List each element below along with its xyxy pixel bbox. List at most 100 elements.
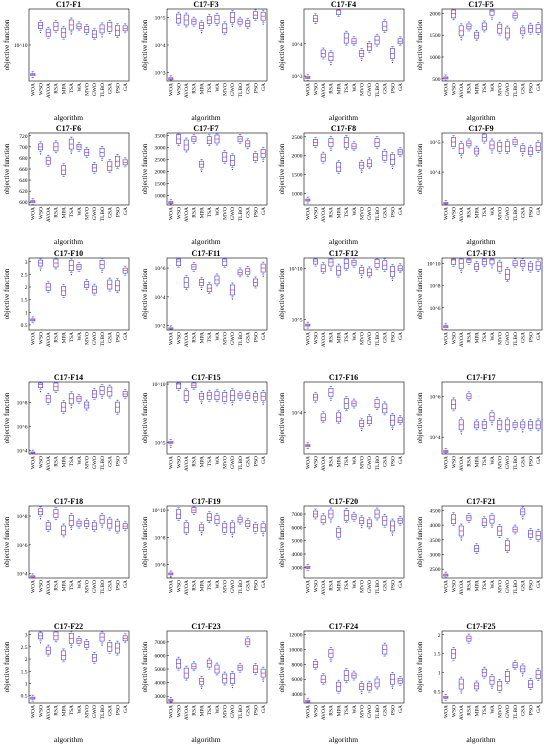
box-rsa — [466, 513, 471, 523]
box-tsa — [206, 657, 212, 669]
x-tick-label: MPA — [61, 704, 67, 715]
box-ga — [260, 666, 266, 682]
box-plot-svg: 10^4 10^6 10^8 WOA WSO AVOA RSA MPA TSA WA MVO GWO T… — [17, 381, 130, 471]
chart-title: C17-F23 — [191, 621, 221, 631]
x-tick-label: AVOA — [46, 83, 52, 98]
box-avoa — [320, 262, 326, 274]
box-gwo — [91, 162, 97, 174]
x-tick-label: WOA — [31, 332, 37, 345]
box-mpa — [61, 163, 67, 178]
box-wa — [76, 393, 82, 404]
box-pso — [527, 145, 533, 158]
x-tick-label: TSA — [482, 580, 488, 590]
box-wa — [76, 142, 82, 152]
box-pso — [252, 276, 258, 288]
box-pso — [115, 640, 120, 655]
x-tick-label: GWO — [367, 456, 373, 469]
box-gsa — [382, 258, 388, 272]
x-tick-label: GA — [260, 580, 266, 588]
x-tick-label: GA — [535, 580, 541, 588]
box-avoa — [183, 665, 189, 680]
x-tick-label: GA — [260, 704, 266, 712]
x-tick-label: AVOA — [321, 83, 327, 98]
x-tick-label: TSA — [69, 332, 75, 342]
box-plot-svg: 1000 1500 2000 2500 3000 3500 WOA WSO AVOA RSA MPA… — [154, 132, 267, 222]
x-axis-label: algorithm — [466, 113, 496, 122]
box-gwo — [366, 41, 372, 53]
y-tick-label: 10^4 — [154, 43, 165, 49]
x-tick-label: RSA — [466, 332, 472, 343]
x-tick-label: GWO — [505, 332, 511, 345]
x-tick-label: GA — [535, 207, 541, 215]
y-tick-label: 7000 — [154, 639, 165, 645]
x-tick-label: GWO — [367, 207, 373, 220]
box-tsa — [481, 20, 487, 33]
box-mvo — [84, 399, 90, 411]
y-tick-label: 10^6 — [154, 563, 165, 569]
chart-panel-c17-f21: C17-F21 objective function 2500 3000 3500 400… — [413, 497, 550, 621]
box-wa — [489, 9, 494, 20]
box-gwo — [504, 25, 510, 41]
x-tick-label: MVO — [497, 580, 503, 593]
box-pso — [527, 418, 533, 431]
box-mpa — [61, 283, 67, 298]
y-tick-label: 2500 — [429, 567, 440, 573]
box-avoa — [45, 155, 51, 167]
chart-panel-c17-f9: C17-F9 objective function algorithm 10^4 10^… — [413, 124, 550, 248]
box-wso — [313, 257, 318, 266]
y-tick-label: 0.5 — [433, 689, 440, 695]
x-tick-label: MVO — [222, 83, 228, 96]
x-axis-label: algorithm — [191, 734, 221, 744]
box-ga — [260, 261, 266, 277]
y-tick-label: 0.5 — [21, 323, 28, 329]
box-gwo — [229, 10, 235, 27]
x-tick-label: MVO — [359, 332, 365, 345]
box-rsa — [328, 646, 334, 662]
x-axis-label: algorithm — [53, 113, 84, 122]
chart-panel-c17-f10: C17-F10 objective function 0.5 1 1.5 2 2.5 3 WOA… — [0, 249, 137, 373]
box-tsa — [68, 391, 74, 409]
x-tick-label: RSA — [466, 207, 472, 218]
box-gsa — [107, 639, 113, 654]
x-tick-label: GA — [535, 456, 541, 464]
box-pso — [115, 519, 120, 534]
box-woa — [167, 75, 173, 81]
x-tick-label: GA — [398, 580, 404, 588]
box-gsa — [519, 25, 525, 39]
box-rsa — [328, 50, 334, 66]
x-tick-label: MVO — [84, 332, 90, 345]
box-tlbo — [512, 419, 517, 430]
x-tick-label: GSA — [383, 456, 389, 467]
x-tick-label: WOA — [306, 207, 312, 220]
chart-panel-c17-f24: C17-F24 objective function algorithm 4000 60… — [275, 622, 412, 746]
x-tick-label: PSO — [528, 704, 534, 714]
box-tlbo — [512, 659, 517, 670]
x-tick-label: WA — [214, 456, 220, 465]
chart-title: C17-F1 — [55, 0, 82, 9]
box-wa — [351, 257, 357, 268]
y-tick-label: 1000 — [429, 55, 440, 61]
box-pso — [527, 22, 533, 35]
box-pso — [252, 662, 258, 675]
plot-frame — [441, 8, 542, 82]
box-gwo — [91, 283, 97, 295]
y-tick-label: 1.5 — [21, 669, 28, 675]
box-tlbo — [374, 33, 380, 47]
box-avoa — [45, 280, 51, 293]
box-tlbo — [374, 257, 380, 270]
x-tick-label: WA — [489, 456, 495, 465]
box-gwo — [504, 139, 510, 155]
y-tick-label: 660 — [19, 167, 28, 173]
x-tick-label: TSA — [344, 332, 350, 342]
x-tick-label: WSO — [176, 456, 182, 468]
x-tick-label: PSO — [253, 83, 259, 93]
x-tick-label: TLBO — [100, 580, 106, 594]
x-tick-label: GWO — [230, 83, 236, 96]
box-mvo — [496, 21, 502, 36]
x-tick-label: TLBO — [100, 704, 106, 718]
chart-title: C17-F14 — [53, 372, 84, 382]
y-tick-label: 680 — [19, 156, 28, 162]
x-tick-label: MPA — [474, 704, 480, 715]
plot-frame — [441, 132, 542, 206]
box-tlbo — [512, 258, 517, 268]
